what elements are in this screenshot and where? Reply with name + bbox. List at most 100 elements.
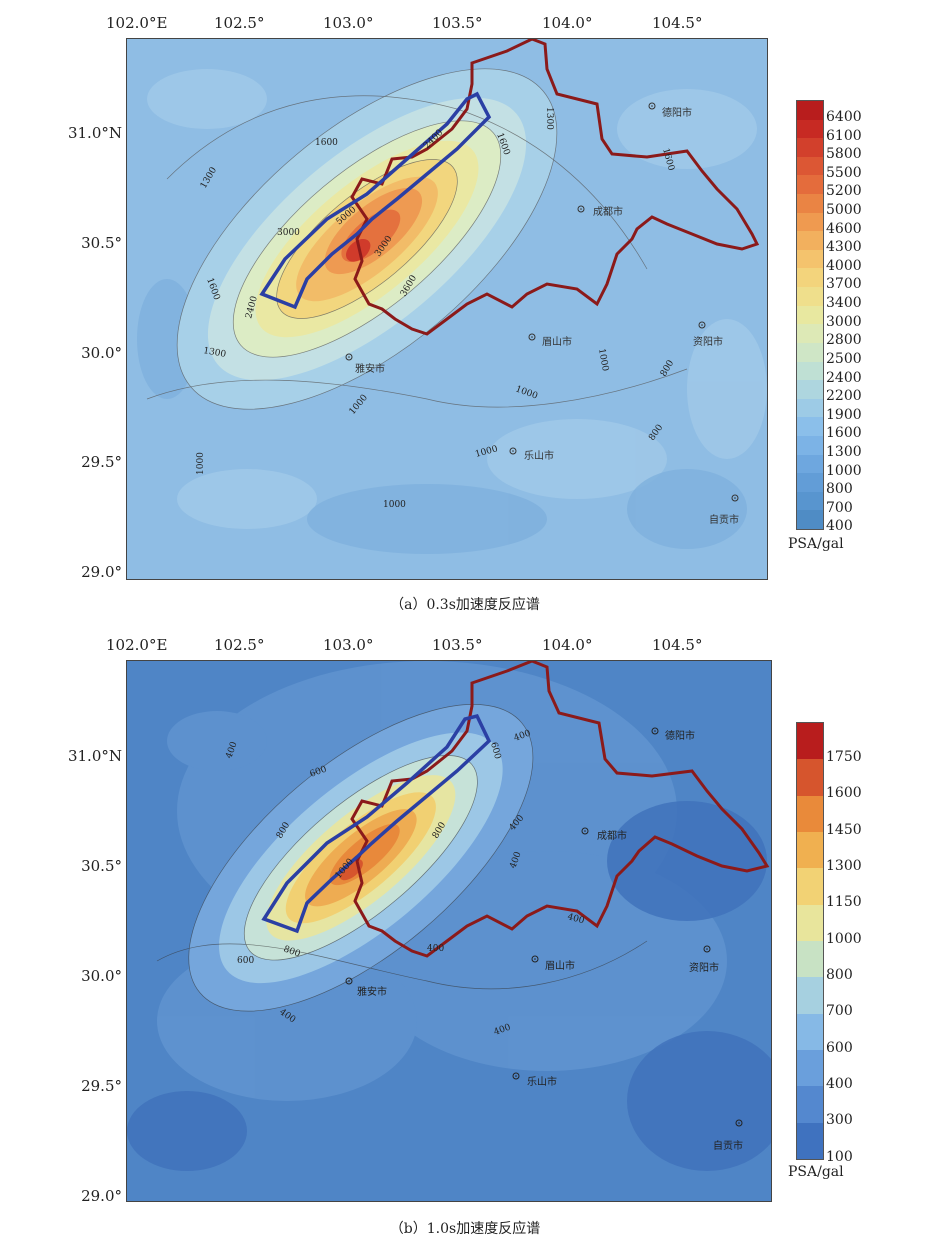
colorbar-label: 1000 (826, 462, 862, 479)
colorbar-label: 1600 (826, 425, 862, 442)
contour-label: 1000 (196, 452, 206, 475)
colorbar-label: 1750 (826, 749, 862, 765)
lat-tick: 29.5° (81, 1077, 122, 1095)
city-label: 资阳市 (689, 961, 719, 974)
colorbar-label: 4000 (826, 257, 862, 274)
contour-label: 600 (237, 956, 254, 966)
colorbar-swatch (797, 417, 823, 437)
colorbar-a-labels: 6400 6100 5800 5500 5200 5000 4600 4300 4000 3700… (826, 100, 906, 535)
colorbar-label: 1450 (826, 821, 862, 838)
colorbar-label: 700 (826, 499, 853, 516)
colorbar-label: 3400 (826, 295, 862, 312)
city-label: 乐山市 (527, 1075, 557, 1088)
contour-label: 400 (566, 912, 585, 926)
lat-tick: 29.0° (81, 563, 122, 581)
colorbar-label: 5800 (826, 146, 862, 163)
colorbar-swatch (797, 510, 823, 530)
colorbar-swatch (797, 249, 823, 269)
colorbar-label: 2200 (826, 388, 862, 405)
colorbar-swatch (797, 1122, 823, 1160)
contour-label: 1300 (544, 107, 554, 130)
lon-tick: 102.5° (214, 14, 265, 32)
lat-tick: 30.0° (81, 967, 122, 985)
lon-tick: 104.0° (542, 636, 593, 654)
contour-label: 1000 (596, 348, 610, 373)
lat-tick: 31.0°N (67, 747, 122, 765)
colorbar-swatch (797, 287, 823, 307)
psa-map-a: 德阳市 成都市 眉山市 资阳市 雅安市 乐山市 自贡市 1600 2400 13… (126, 38, 768, 580)
colorbar-swatch (797, 212, 823, 232)
contour-label: 1000 (383, 500, 406, 510)
lon-tick: 104.0° (542, 14, 593, 32)
lat-tick: 29.0° (81, 1187, 122, 1205)
colorbar-label: 6100 (826, 127, 862, 144)
lon-tick: 104.5° (652, 636, 703, 654)
psa-map-b: 德阳市 成都市 眉山市 资阳市 雅安市 乐山市 自贡市 400 600 600 … (126, 660, 772, 1202)
colorbar-swatch (797, 904, 823, 942)
city-label: 德阳市 (665, 729, 695, 742)
lon-tick: 103.0° (323, 14, 374, 32)
lon-tick: 102.5° (214, 636, 265, 654)
colorbar-swatch (797, 454, 823, 474)
colorbar-label: 5500 (826, 164, 862, 181)
colorbar-swatch (797, 1050, 823, 1087)
colorbar-label: 1000 (826, 930, 862, 947)
colorbar-swatch (797, 473, 823, 493)
contour-label: 1600 (315, 138, 338, 148)
colorbar-label: 1600 (826, 785, 862, 802)
lat-tick: 29.5° (81, 453, 122, 471)
colorbar-swatch (797, 361, 823, 381)
colorbar-swatch (797, 175, 823, 195)
colorbar-label: 1300 (826, 858, 862, 874)
contour-label: 600 (488, 741, 502, 760)
colorbar-label: 1900 (826, 406, 862, 423)
colorbar-swatch (797, 380, 823, 400)
colorbar-swatch (797, 231, 823, 251)
colorbar-swatch (797, 759, 823, 797)
lat-tick: 30.5° (81, 234, 122, 252)
colorbar-label: 2400 (826, 369, 862, 386)
colorbar-label: 300 (826, 1112, 853, 1129)
colorbar-label: 400 (826, 518, 853, 535)
colorbar-label: 3000 (826, 313, 862, 330)
colorbar-swatch (797, 795, 823, 833)
colorbar-label: 100 (826, 1148, 853, 1165)
colorbar-label: 1300 (826, 443, 862, 460)
lon-tick: 104.5° (652, 14, 703, 32)
colorbar-label: 800 (826, 481, 853, 498)
colorbar-a (796, 100, 824, 530)
city-label: 眉山市 (545, 959, 575, 972)
colorbar-swatch (797, 941, 823, 978)
city-label: 成都市 (593, 205, 623, 218)
colorbar-swatch (797, 1013, 823, 1051)
colorbar-swatch (797, 101, 823, 121)
lat-tick: 30.0° (81, 344, 122, 362)
colorbar-swatch (797, 868, 823, 906)
city-label: 自贡市 (709, 513, 739, 526)
city-label: 眉山市 (542, 335, 572, 348)
colorbar-swatch (797, 491, 823, 511)
city-label: 雅安市 (355, 362, 385, 375)
colorbar-label: 3700 (826, 276, 862, 293)
colorbar-swatch (797, 435, 823, 456)
contour-label: 3000 (277, 228, 300, 238)
figure-caption-a: （a）0.3s加速度反应谱 (390, 597, 540, 613)
colorbar-unit: PSA/gal (788, 1164, 844, 1180)
colorbar-swatch (797, 977, 823, 1015)
lon-tick: 103.5° (432, 14, 483, 32)
colorbar-label: 5200 (826, 183, 862, 200)
colorbar-swatch (797, 723, 823, 760)
contour-label: 1300 (202, 346, 227, 360)
colorbar-swatch (797, 1086, 823, 1124)
lat-tick: 31.0°N (67, 124, 122, 142)
lat-tick: 30.5° (81, 857, 122, 875)
colorbar-label: 5000 (826, 202, 862, 219)
colorbar-swatch (797, 194, 823, 214)
contour-label: 400 (427, 944, 444, 954)
colorbar-swatch (797, 156, 823, 176)
colorbar-b-labels: 1750 1600 1450 1300 1150 1000 800 700 600 400 300 1… (826, 722, 906, 1165)
city-label: 资阳市 (693, 335, 723, 348)
lon-tick: 103.0° (323, 636, 374, 654)
map-b-svg: 德阳市 成都市 眉山市 资阳市 雅安市 乐山市 自贡市 400 600 600 … (127, 661, 771, 1201)
colorbar-swatch (797, 119, 823, 139)
